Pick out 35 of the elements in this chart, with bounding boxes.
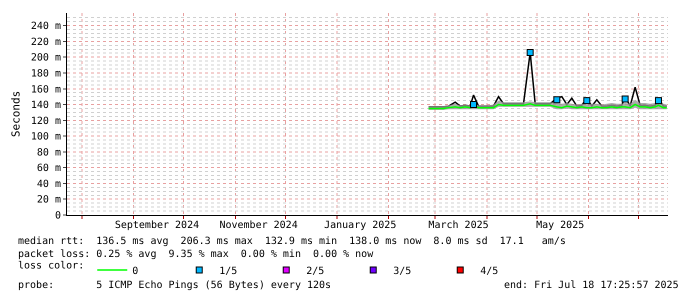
x-tick-label: May 2025 [536, 220, 584, 231]
x-tick-label: November 2024 [219, 220, 298, 231]
point [526, 48, 534, 56]
y-tick-label: 160 m [30, 84, 61, 96]
point [553, 96, 560, 104]
y-tick-label: 20 m [36, 194, 61, 206]
y-tick-label: 120 m [30, 116, 61, 127]
y-tick-label: 80 m [36, 147, 61, 158]
y-tick-label: 240 m [30, 21, 61, 32]
y-tick-label: 0 [54, 210, 61, 222]
point [470, 101, 478, 108]
text: packet loss: 0.25 % avg 9.35 % max 0.00 % min 0.00 % now [18, 249, 374, 260]
y-tick-label: 40 m [36, 178, 61, 190]
y-tick-label: 60 m [36, 163, 61, 174]
legend-label: 2/5 [306, 266, 324, 277]
legend-label: 1/5 [219, 266, 238, 277]
y-tick-label: 180 m [30, 68, 61, 80]
y-tick-label: 100 m [30, 132, 61, 143]
y-tick-label: 200 m [30, 52, 61, 64]
legend-title: loss color: [18, 260, 84, 272]
legend-label: 4/5 [480, 266, 498, 277]
text: median rtt: 136.5 ms avg 206.3 ms max 132.9 ms min 138.0 ms now 8.0 ms sd 17.1 am/s [18, 236, 566, 247]
x-tick-label: September 2024 [114, 220, 200, 231]
point [583, 97, 590, 104]
x-tick-label: January 2025 [324, 220, 396, 231]
legend-label: 0 [132, 266, 138, 277]
point [654, 97, 662, 104]
y-axis-title: Seconds [10, 90, 23, 138]
point [622, 96, 629, 103]
legend-label: 3/5 [393, 266, 412, 277]
x-tick-label: March 2025 [428, 220, 489, 231]
text: probe: 5 ICMP Echo Pings (56 Bytes) every 120s [18, 280, 332, 291]
text: end: Fri Jul 18 17:25:57 2025 [504, 280, 679, 291]
y-tick-label: 140 m [30, 100, 61, 112]
y-tick-label: 220 m [30, 36, 61, 48]
